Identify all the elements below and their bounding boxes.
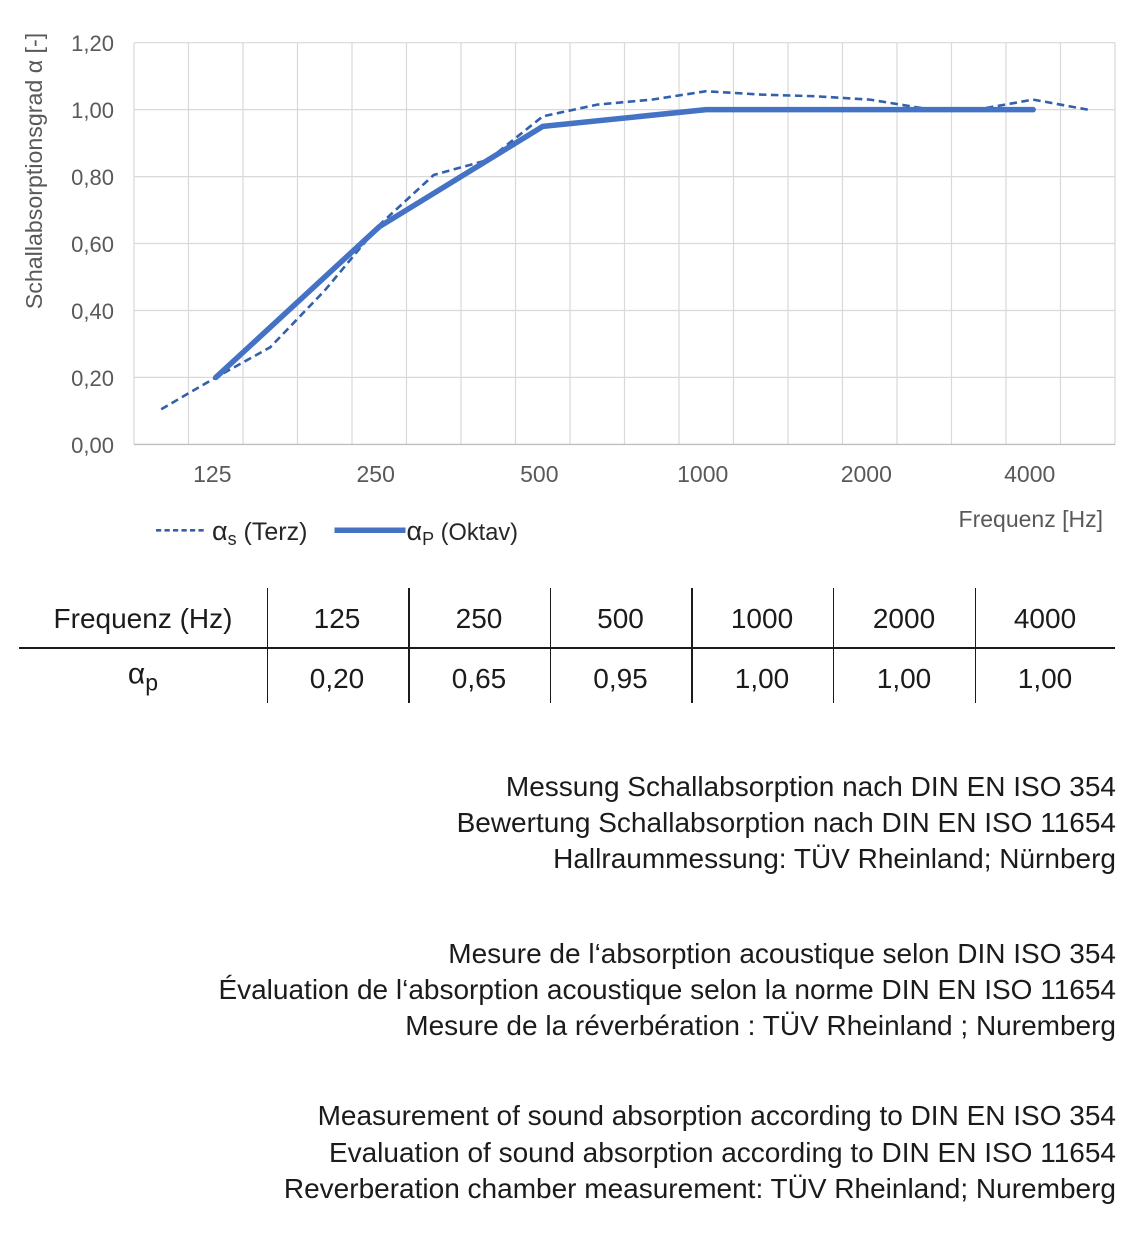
svg-text:250: 250 [357, 461, 395, 487]
svg-text:4000: 4000 [1004, 461, 1055, 487]
svg-text:αP (Oktav): αP (Oktav) [407, 516, 519, 549]
svg-text:0,60: 0,60 [71, 232, 114, 257]
svg-text:αs (Terz): αs (Terz) [212, 516, 307, 549]
svg-text:0,20: 0,20 [71, 366, 114, 391]
svg-text:0,40: 0,40 [71, 299, 114, 324]
svg-text:1000: 1000 [677, 461, 728, 487]
svg-text:Frequenz [Hz]: Frequenz [Hz] [959, 506, 1103, 532]
svg-text:Schallabsorptionsgrad α [-]: Schallabsorptionsgrad α [-] [21, 33, 47, 309]
svg-text:1,20: 1,20 [71, 31, 114, 56]
svg-text:2000: 2000 [841, 461, 892, 487]
svg-text:0,80: 0,80 [71, 165, 114, 190]
svg-text:1,00: 1,00 [71, 98, 114, 123]
svg-text:500: 500 [520, 461, 558, 487]
svg-text:125: 125 [193, 461, 231, 487]
svg-text:0,00: 0,00 [71, 433, 114, 458]
